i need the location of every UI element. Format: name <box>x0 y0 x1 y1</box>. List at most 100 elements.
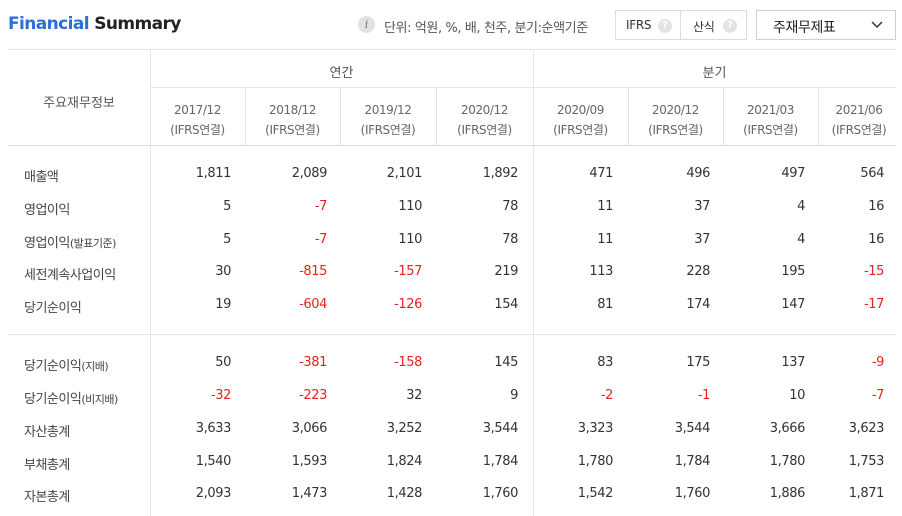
table-cell: 497 <box>781 166 805 181</box>
table-cell: -815 <box>299 264 327 279</box>
help-icon[interactable]: ? <box>658 19 672 33</box>
table-cell: 147 <box>781 297 805 312</box>
row-label: 자본총계 <box>24 486 70 505</box>
table-cell: 37 <box>694 232 710 247</box>
table-cell: 175 <box>686 355 710 370</box>
table-cell: 4 <box>797 199 805 214</box>
row-label: 영업이익(발표기준) <box>24 232 116 251</box>
table-cell: 16 <box>868 199 884 214</box>
table-cell: 228 <box>686 264 710 279</box>
table-cell: -7 <box>314 199 328 214</box>
period-date: 2017/12 <box>173 103 222 117</box>
period-basis: (IFRS연결) <box>648 123 703 137</box>
column-divider <box>533 49 534 516</box>
help-icon[interactable]: ? <box>723 19 737 33</box>
section-divider <box>8 334 896 335</box>
table-cell: -7 <box>314 232 328 247</box>
table-cell: 1,892 <box>482 166 519 181</box>
title-summary: Summary <box>88 14 181 34</box>
row-label-main: 영업이익 <box>24 203 70 218</box>
period-header: 2021/06 (IFRS연결) <box>818 100 900 140</box>
table-cell: 10 <box>789 388 805 403</box>
table-cell: 78 <box>502 232 518 247</box>
table-cell: -15 <box>863 264 884 279</box>
info-icon: i <box>358 16 375 33</box>
table-cell: 1,428 <box>386 486 423 501</box>
table-cell: -157 <box>394 264 422 279</box>
row-label-main: 당기순이익 <box>24 359 82 374</box>
unit-text: 단위: 억원, %, 배, 천주, 분기:순액기준 <box>384 21 588 36</box>
calc-button[interactable]: 산식 ? <box>680 10 747 40</box>
table-cell: 110 <box>398 199 422 214</box>
column-divider <box>245 87 246 145</box>
table-cell: 145 <box>494 355 518 370</box>
table-cell: -7 <box>871 388 885 403</box>
table-cell: -158 <box>394 355 422 370</box>
row-label-main: 당기순이익 <box>24 301 82 316</box>
row-header-label: 주요재무정보 <box>43 96 115 111</box>
table-cell: 3,252 <box>386 421 423 436</box>
table-cell: -9 <box>871 355 885 370</box>
statement-dropdown[interactable]: 주재무제표 <box>756 10 896 40</box>
table-cell: 1,811 <box>195 166 232 181</box>
period-date: 2021/03 <box>746 103 795 117</box>
table-cell: 16 <box>868 232 884 247</box>
table-cell: 1,753 <box>848 454 885 469</box>
period-date: 2020/12 <box>651 103 700 117</box>
period-header: 2018/12 (IFRS연결) <box>245 100 340 140</box>
table-cell: 496 <box>686 166 710 181</box>
ifrs-label: IFRS <box>626 18 652 32</box>
column-divider <box>723 87 724 145</box>
period-date: 2021/06 <box>835 103 883 117</box>
row-label-sub: (비지배) <box>81 393 118 406</box>
table-cell: 3,666 <box>769 421 806 436</box>
table-cell: -604 <box>299 297 327 312</box>
period-basis: (IFRS연결) <box>743 123 798 137</box>
table-cell: 2,089 <box>291 166 328 181</box>
row-label: 당기순이익(지배) <box>24 355 109 374</box>
row-label: 영업이익 <box>24 199 70 218</box>
calc-label: 산식 <box>693 20 715 34</box>
table-cell: 2,093 <box>195 486 232 501</box>
column-divider <box>628 87 629 145</box>
group-divider <box>150 87 896 88</box>
period-header: 2020/12 (IFRS연결) <box>436 100 533 140</box>
row-label-sub: (발표기준) <box>69 237 117 250</box>
row-label: 매출액 <box>24 166 59 185</box>
table-cell: 4 <box>797 232 805 247</box>
row-label-main: 당기순이익 <box>24 392 82 407</box>
table-cell: 5 <box>223 232 231 247</box>
period-basis: (IFRS연결) <box>170 123 225 137</box>
table-cell: 32 <box>406 388 422 403</box>
period-header: 2021/03 (IFRS연결) <box>723 100 818 140</box>
period-date: 2020/12 <box>460 103 509 117</box>
table-cell: 3,323 <box>577 421 614 436</box>
period-basis: (IFRS연결) <box>457 123 512 137</box>
period-date: 2019/12 <box>364 103 412 117</box>
table-cell: 3,544 <box>674 421 711 436</box>
table-cell: 1,542 <box>577 486 614 501</box>
table-cell: -32 <box>210 388 231 403</box>
table-cell: 19 <box>215 297 231 312</box>
ifrs-button[interactable]: IFRS ? <box>615 10 681 40</box>
period-date: 2018/12 <box>268 103 317 117</box>
table-cell: 195 <box>781 264 805 279</box>
row-label-main: 영업이익 <box>24 236 70 251</box>
table-cell: 1,871 <box>848 486 885 501</box>
table-cell: 1,760 <box>482 486 519 501</box>
table-cell: 1,780 <box>577 454 614 469</box>
table-cell: 11 <box>597 232 613 247</box>
row-label-main: 자본총계 <box>24 490 70 505</box>
table-cell: -2 <box>600 388 614 403</box>
period-date: 2020/09 <box>556 103 605 117</box>
table-cell: 50 <box>215 355 231 370</box>
table-cell: -1 <box>697 388 711 403</box>
table-cell: 1,760 <box>674 486 711 501</box>
row-label-main: 매출액 <box>24 170 59 185</box>
table-cell: 219 <box>494 264 518 279</box>
period-basis: (IFRS연결) <box>553 123 608 137</box>
group-quarterly: 분기 <box>702 66 727 81</box>
table-cell: 113 <box>589 264 613 279</box>
table-cell: 1,473 <box>291 486 328 501</box>
row-label-main: 부채총계 <box>24 458 70 473</box>
